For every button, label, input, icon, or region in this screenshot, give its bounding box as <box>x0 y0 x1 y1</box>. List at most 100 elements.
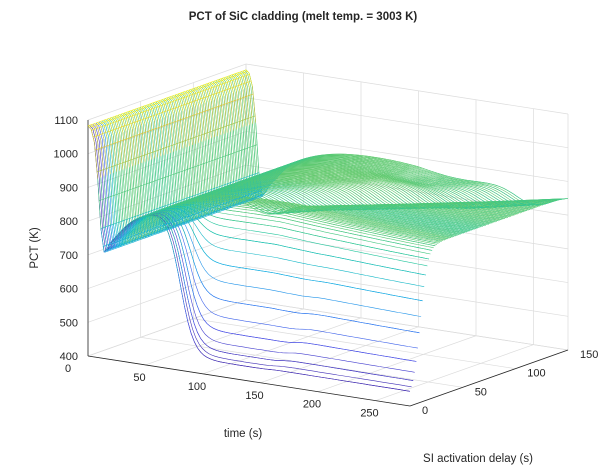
surface-segment <box>129 223 134 227</box>
surface-segment <box>388 201 393 204</box>
surface-segment <box>388 190 393 194</box>
surface-segment <box>116 171 121 222</box>
surface-segment <box>394 194 399 198</box>
surface-segment <box>501 205 505 207</box>
surface-segment <box>481 203 486 205</box>
surface-segment <box>334 186 338 189</box>
surface-segment <box>378 166 382 168</box>
surface-segment <box>440 210 444 212</box>
surface-segment <box>157 119 162 157</box>
surface-segment <box>479 214 483 216</box>
surface-segment <box>396 218 400 220</box>
surface-segment <box>429 176 433 179</box>
surface-segment <box>542 201 546 203</box>
surface-segment <box>179 149 184 200</box>
surface-segment <box>296 207 300 209</box>
surface-segment <box>378 159 382 161</box>
surface-segment <box>185 95 190 109</box>
surface-segment <box>386 216 390 218</box>
surface-segment <box>254 205 259 207</box>
surface-segment <box>409 271 413 273</box>
surface-segment <box>176 210 181 215</box>
surface-segment <box>369 175 373 177</box>
surface-segment <box>472 209 476 212</box>
surface-segment <box>504 212 508 215</box>
surface-segment <box>188 108 193 146</box>
surface-segment <box>322 206 326 208</box>
surface-segment <box>272 170 276 172</box>
surface-segment <box>413 179 418 182</box>
surface-segment <box>245 125 250 176</box>
surface-segment <box>366 186 370 189</box>
surface-segment <box>311 179 315 181</box>
surface-segment <box>270 203 275 205</box>
surface-segment <box>226 332 230 334</box>
surface-segment <box>187 209 191 213</box>
surface-segment <box>406 239 410 241</box>
surface-segment <box>233 78 237 93</box>
surface-segment <box>217 98 222 136</box>
surface-segment <box>478 205 483 208</box>
surface-segment <box>519 204 524 206</box>
surface-segment <box>406 163 411 165</box>
surface-segment <box>446 205 450 208</box>
surface-segment <box>184 256 188 271</box>
surface-segment <box>333 179 338 181</box>
surface-segment <box>429 170 433 172</box>
surface-segment <box>235 302 240 304</box>
surface-segment <box>173 207 178 211</box>
surface-segment <box>471 189 476 192</box>
surface-segment <box>364 224 368 227</box>
surface-segment <box>340 176 344 178</box>
surface-segment <box>119 133 124 170</box>
surface-segment <box>328 209 332 211</box>
surface-segment <box>311 196 316 199</box>
surface-segment <box>427 209 432 211</box>
surface-segment <box>394 179 399 182</box>
surface-segment <box>372 175 376 177</box>
surface-segment <box>490 195 495 198</box>
surface-segment <box>458 178 462 180</box>
surface-segment <box>365 173 370 175</box>
surface-segment <box>302 204 307 207</box>
surface-segment <box>359 169 363 171</box>
surface-segment <box>416 331 420 334</box>
surface-segment <box>244 180 248 182</box>
surface-segment <box>330 188 335 191</box>
surface-segment <box>235 193 239 196</box>
surface-segment <box>348 286 352 288</box>
surface-segment <box>421 226 426 228</box>
surface-segment <box>228 185 232 187</box>
surface-segment <box>507 215 512 217</box>
surface-segment <box>119 235 124 240</box>
surface-segment <box>309 233 314 236</box>
surface-segment <box>351 228 355 230</box>
surface-segment <box>408 214 413 216</box>
surface-segment <box>437 206 441 208</box>
surface-segment <box>444 225 448 227</box>
surface-segment <box>274 205 278 207</box>
surface-segment <box>168 205 172 208</box>
surface-segment <box>338 318 343 320</box>
surface-segment <box>450 226 454 228</box>
surface-segment <box>243 179 248 181</box>
surface-segment <box>305 189 309 191</box>
surface-segment <box>361 230 365 232</box>
surface-segment <box>405 220 410 223</box>
surface-segment <box>396 237 400 239</box>
grid-line-z <box>87 299 569 357</box>
surface-segment <box>212 191 216 193</box>
surface-segment <box>452 188 456 191</box>
surface-segment <box>221 187 226 189</box>
surface-segment <box>362 188 367 191</box>
surface-segment <box>447 213 451 215</box>
surface-segment <box>331 198 335 201</box>
surface-segment <box>419 167 424 169</box>
surface-segment <box>287 310 291 312</box>
surface-segment <box>192 211 197 219</box>
surface-segment <box>387 162 392 164</box>
surface-segment <box>252 336 256 338</box>
surface-segment <box>182 96 187 111</box>
surface-segment <box>346 183 351 185</box>
surface-segment <box>458 180 462 182</box>
